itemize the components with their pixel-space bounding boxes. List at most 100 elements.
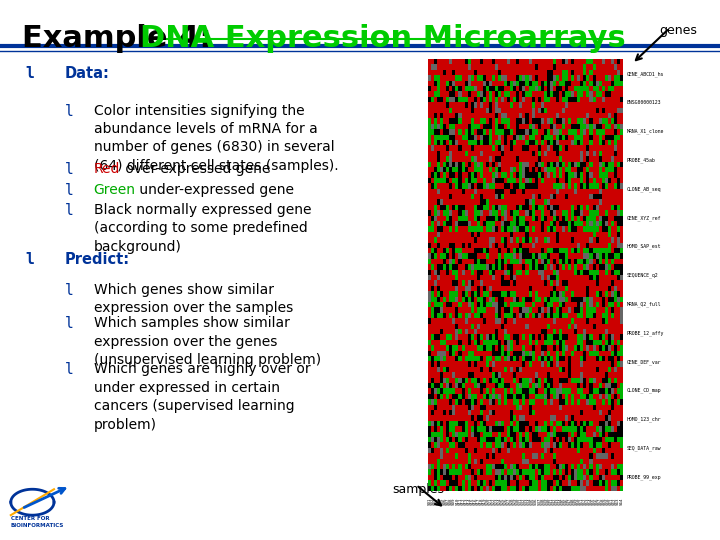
Text: S44: S44 [559, 498, 562, 505]
Text: S59: S59 [604, 498, 608, 505]
Text: Which samples show similar
expression over the genes
(unsupervised learning prob: Which samples show similar expression ov… [94, 316, 320, 367]
Text: S35: S35 [531, 498, 535, 505]
Text: S58: S58 [601, 498, 605, 505]
Text: S22: S22 [492, 498, 495, 505]
Text: l: l [65, 183, 73, 198]
Text: S57: S57 [598, 498, 602, 505]
Text: GENE_ABCD1_hs: GENE_ABCD1_hs [626, 71, 664, 77]
Text: PROBE_99_exp: PROBE_99_exp [626, 474, 661, 480]
Text: S34: S34 [528, 498, 532, 505]
Text: HOMO_SAP_est: HOMO_SAP_est [626, 244, 661, 249]
Text: S55: S55 [592, 498, 596, 505]
Text: S02: S02 [431, 498, 435, 505]
Text: S17: S17 [477, 498, 480, 505]
Text: S64: S64 [619, 498, 624, 505]
Text: GENE_DEF_var: GENE_DEF_var [626, 359, 661, 364]
Text: S31: S31 [519, 498, 523, 505]
Text: S36: S36 [534, 498, 539, 505]
Text: S25: S25 [501, 498, 505, 505]
Text: S18: S18 [480, 498, 484, 505]
Text: S08: S08 [449, 498, 453, 505]
Text: S20: S20 [485, 498, 490, 505]
Text: S04: S04 [437, 498, 441, 505]
Text: S13: S13 [464, 498, 469, 505]
Text: S30: S30 [516, 498, 520, 505]
Text: CENTER FOR: CENTER FOR [11, 516, 50, 521]
Text: S07: S07 [446, 498, 450, 505]
Text: Color intensities signifying the
abundance levels of mRNA for a
number of genes : Color intensities signifying the abundan… [94, 104, 338, 173]
Text: S12: S12 [462, 498, 465, 505]
Text: S32: S32 [522, 498, 526, 505]
Text: PROBE_12_affy: PROBE_12_affy [626, 330, 664, 336]
Text: S60: S60 [607, 498, 611, 505]
Text: SEQUENCE_q2: SEQUENCE_q2 [626, 273, 658, 278]
Text: S46: S46 [564, 498, 569, 505]
Text: l: l [65, 162, 73, 177]
Text: S14: S14 [467, 498, 472, 505]
Text: S41: S41 [549, 498, 554, 505]
Text: l: l [25, 252, 34, 267]
Text: Which genes show similar
expression over the samples: Which genes show similar expression over… [94, 283, 293, 315]
Text: S05: S05 [440, 498, 444, 505]
Text: PROBE_45ab: PROBE_45ab [626, 157, 655, 163]
Text: S09: S09 [452, 498, 456, 505]
Text: S54: S54 [589, 498, 593, 505]
Text: S03: S03 [434, 498, 438, 505]
Text: S63: S63 [616, 498, 620, 505]
Text: HOMO_123_chr: HOMO_123_chr [626, 416, 661, 422]
Text: S51: S51 [580, 498, 584, 505]
Text: S26: S26 [504, 498, 508, 505]
Text: S16: S16 [474, 498, 477, 505]
Text: Red: Red [94, 162, 120, 176]
Text: S06: S06 [443, 498, 447, 505]
Text: l: l [65, 283, 73, 298]
Text: Which genes are highly over or
under expressed in certain
cancers (supervised le: Which genes are highly over or under exp… [94, 362, 310, 431]
Text: l: l [65, 203, 73, 218]
Text: l: l [65, 104, 73, 119]
Text: S52: S52 [582, 498, 587, 505]
Text: S42: S42 [552, 498, 557, 505]
Text: Predict:: Predict: [65, 252, 130, 267]
Text: DNA Expression Microarrays: DNA Expression Microarrays [140, 24, 626, 53]
Text: S24: S24 [498, 498, 502, 505]
Text: samples: samples [392, 483, 444, 496]
Text: S47: S47 [567, 498, 572, 505]
Text: l: l [65, 362, 73, 377]
Text: S19: S19 [482, 498, 487, 505]
Text: S27: S27 [507, 498, 511, 505]
Text: S21: S21 [489, 498, 492, 505]
Text: S11: S11 [459, 498, 462, 505]
Text: SEQ_DATA_raw: SEQ_DATA_raw [626, 446, 661, 451]
Text: S38: S38 [540, 498, 544, 505]
Text: CLONE_CD_map: CLONE_CD_map [626, 388, 661, 394]
Text: Data:: Data: [65, 66, 109, 81]
Text: genes: genes [659, 24, 697, 37]
Text: CLONE_AB_seq: CLONE_AB_seq [626, 186, 661, 192]
Text: MRNA_Q2_full: MRNA_Q2_full [626, 301, 661, 307]
Text: S10: S10 [455, 498, 459, 505]
Text: BIOINFORMATICS: BIOINFORMATICS [11, 523, 64, 528]
Text: ENSG00000123: ENSG00000123 [626, 100, 661, 105]
Text: S23: S23 [495, 498, 499, 505]
Text: S45: S45 [562, 498, 566, 505]
Text: S01: S01 [428, 498, 432, 505]
Text: S62: S62 [613, 498, 617, 505]
Text: S43: S43 [556, 498, 559, 505]
Text: S33: S33 [525, 498, 529, 505]
Text: S29: S29 [513, 498, 517, 505]
Text: under-expressed gene: under-expressed gene [135, 183, 294, 197]
Text: GENE_XYZ_ref: GENE_XYZ_ref [626, 215, 661, 221]
Text: Black normally expressed gene
(according to some predefined
background): Black normally expressed gene (according… [94, 203, 311, 254]
Text: Example 4:: Example 4: [22, 24, 222, 53]
Text: S56: S56 [595, 498, 599, 505]
Text: S40: S40 [546, 498, 550, 505]
Text: S53: S53 [586, 498, 590, 505]
Text: Green: Green [94, 183, 135, 197]
Text: S49: S49 [574, 498, 577, 505]
Text: S37: S37 [537, 498, 541, 505]
Text: S28: S28 [510, 498, 514, 505]
Text: over-expressed gene: over-expressed gene [121, 162, 270, 176]
Text: l: l [25, 66, 34, 81]
Text: l: l [65, 316, 73, 332]
Text: S48: S48 [571, 498, 575, 505]
